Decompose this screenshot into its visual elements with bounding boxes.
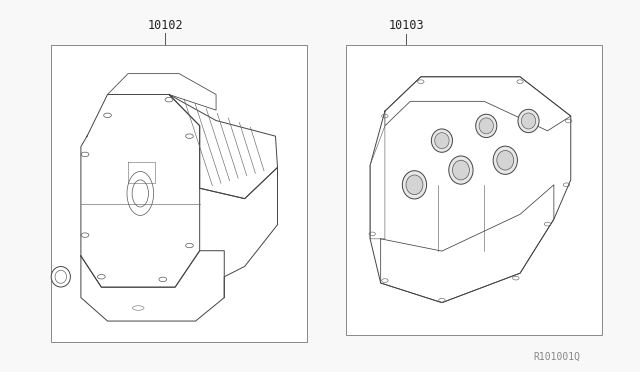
Ellipse shape: [452, 160, 469, 180]
Text: R101001Q: R101001Q: [533, 352, 580, 362]
Ellipse shape: [518, 109, 539, 133]
Ellipse shape: [406, 175, 423, 195]
Ellipse shape: [431, 129, 452, 152]
Text: 10103: 10103: [388, 19, 424, 32]
Bar: [346, 45, 602, 335]
Ellipse shape: [479, 118, 493, 134]
Ellipse shape: [435, 133, 449, 148]
Text: 10102: 10102: [147, 19, 183, 32]
Ellipse shape: [522, 113, 536, 129]
Ellipse shape: [51, 266, 70, 287]
Bar: [51, 45, 307, 342]
Ellipse shape: [493, 146, 517, 174]
Ellipse shape: [497, 150, 514, 170]
Ellipse shape: [449, 156, 473, 184]
Ellipse shape: [476, 114, 497, 138]
Ellipse shape: [403, 171, 427, 199]
